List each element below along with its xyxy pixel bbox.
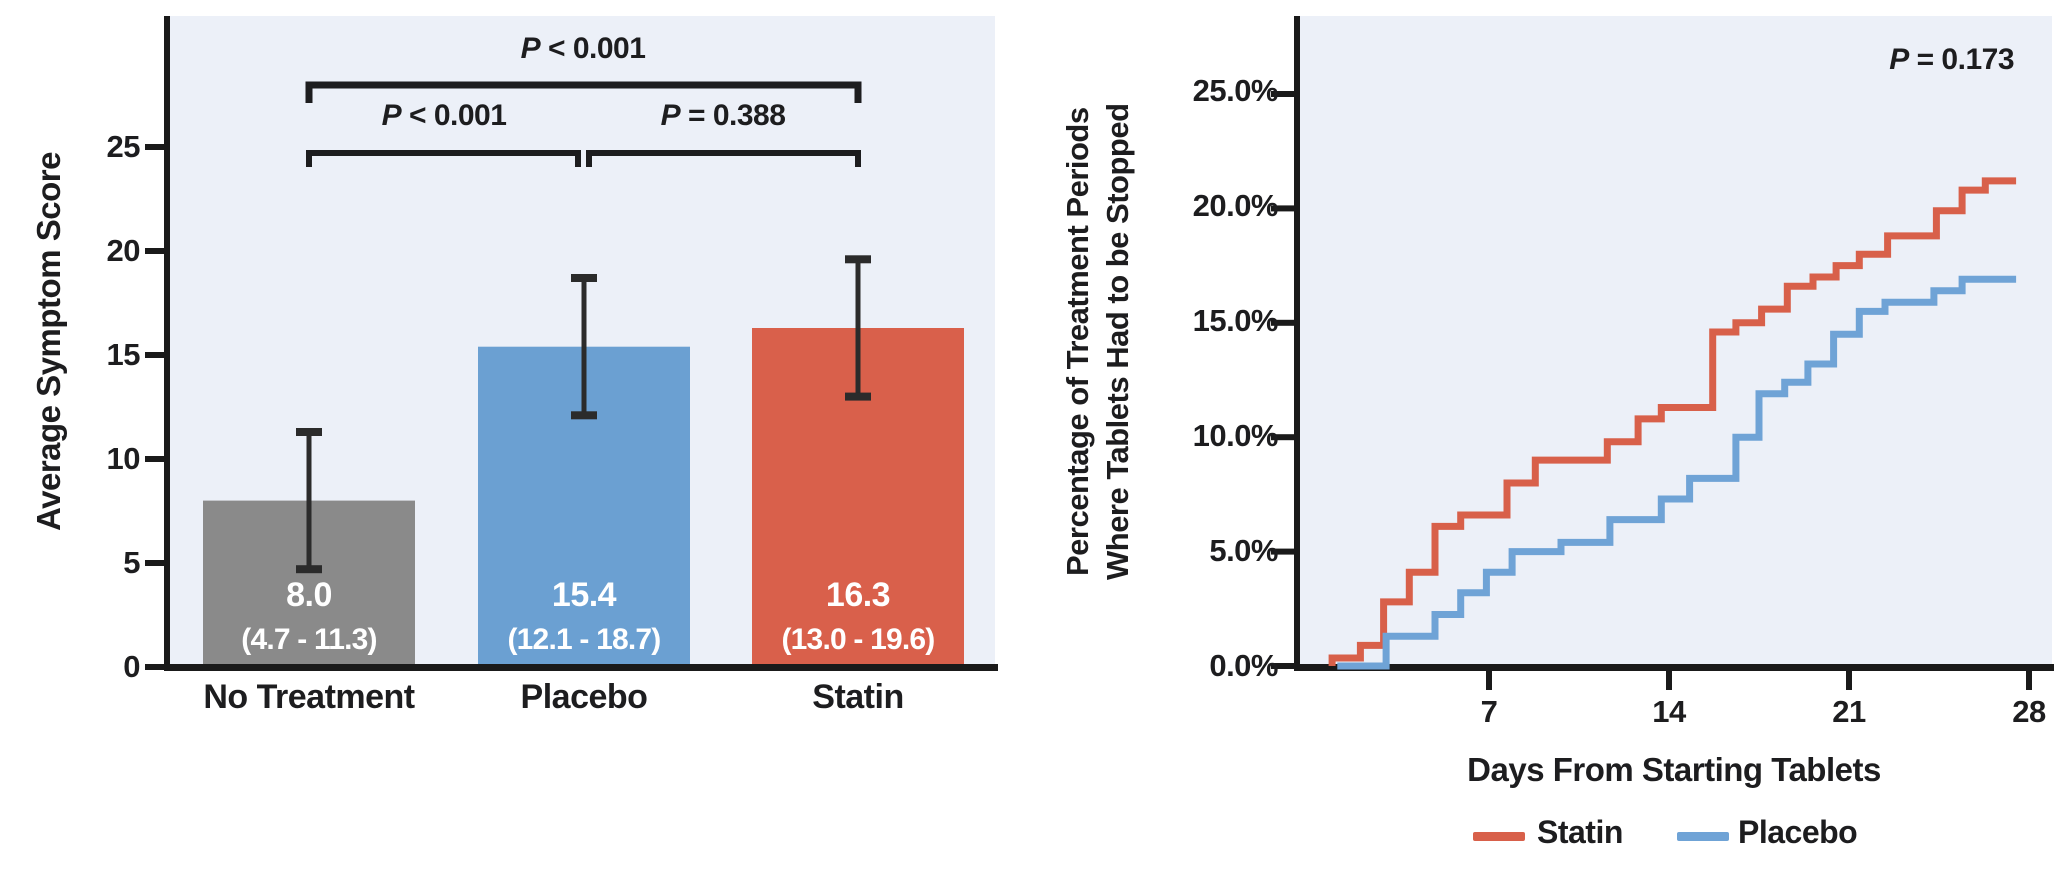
left-ytick-5: 5 (123, 545, 140, 580)
right-x-axis-title: Days From Starting Tablets (1467, 751, 1881, 788)
category-placebo: Placebo (520, 678, 648, 716)
legend-placebo-line-icon (1677, 832, 1729, 841)
legend-placebo-label: Placebo (1738, 814, 1858, 850)
right-ytick-25: 25.0% (1192, 73, 1279, 108)
right-ytick-10: 10.0% (1192, 418, 1279, 453)
legend-statin-line-icon (1473, 832, 1525, 841)
right-xtick-21: 21 (1832, 694, 1866, 729)
category-statin: Statin (812, 678, 904, 716)
right-xtick-14: 14 (1652, 694, 1686, 729)
bar-ci-no-treatment: (4.7 - 11.3) (241, 623, 377, 656)
legend-statin-label: Statin (1537, 814, 1623, 850)
right-xtick-28: 28 (2012, 694, 2046, 729)
left-ytick-10: 10 (106, 441, 141, 476)
left-ytick-0: 0 (123, 649, 140, 684)
bar-value-statin: 16.3 (825, 576, 891, 614)
right-ytick-5: 5.0% (1209, 533, 1278, 568)
bar-value-no-treatment: 8.0 (286, 576, 332, 614)
pvalue-annotation: P = 0.173 (1889, 43, 2014, 76)
bar-ci-placebo: (12.1 - 18.7) (507, 623, 661, 656)
pvalue-inner-left: P < 0.001 (381, 99, 507, 132)
left-ytick-20: 20 (106, 233, 141, 268)
right-y-axis-title-line1: Percentage of Treatment Periods (1060, 107, 1095, 576)
right-ytick-0: 0.0% (1209, 648, 1278, 683)
right-y-axis-title-line2: Where Tablets Had to be Stopped (1100, 103, 1135, 580)
bar-value-placebo: 15.4 (551, 576, 617, 614)
right-ytick-15: 15.0% (1192, 303, 1279, 338)
category-no-treatment: No Treatment (203, 678, 415, 716)
pvalue-inner-right: P = 0.388 (660, 99, 786, 132)
right-xtick-7: 7 (1480, 694, 1498, 729)
left-ytick-25: 25 (106, 129, 141, 164)
bar-ci-statin: (13.0 - 19.6) (781, 623, 935, 656)
pvalue-outer: P < 0.001 (520, 32, 646, 65)
left-ytick-15: 15 (106, 337, 141, 372)
right-ytick-20: 20.0% (1192, 188, 1279, 223)
